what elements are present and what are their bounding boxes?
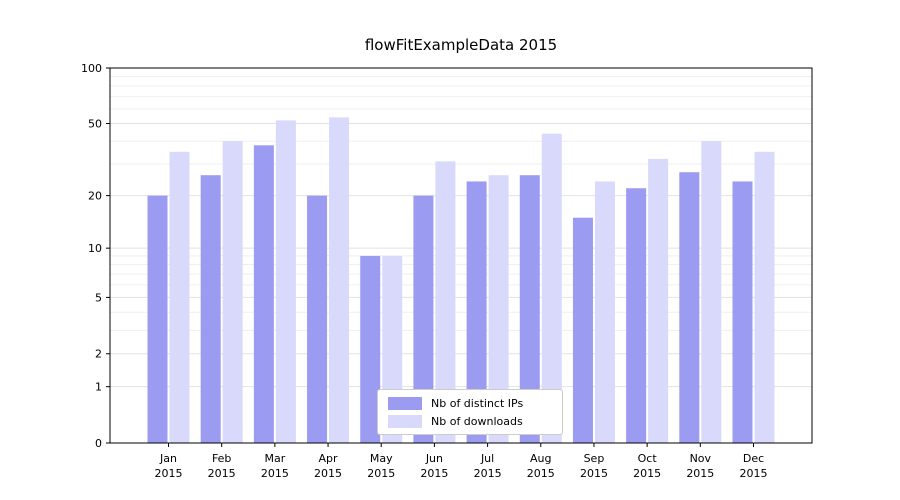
x-tick-label-jul: Jul 2015 [474, 452, 502, 480]
x-tick-label-jun: Jun 2015 [420, 452, 448, 480]
bar-distinct-ips-oct [626, 188, 647, 443]
y-tick-label-0: 0 [95, 437, 102, 450]
bar-distinct-ips-mar [253, 145, 274, 443]
x-tick-label-aug: Aug 2015 [527, 452, 555, 480]
x-tick-label-nov: Nov 2015 [686, 452, 714, 480]
bar-distinct-ips-aug [519, 175, 540, 443]
x-tick-label-oct: Oct 2015 [633, 452, 661, 480]
legend: Nb of distinct IPs Nb of downloads [377, 389, 563, 435]
y-tick-label-100: 100 [81, 62, 102, 75]
bar-downloads-jun [435, 161, 456, 444]
x-tick-label-sep: Sep 2015 [580, 452, 608, 480]
bar-distinct-ips-may [360, 255, 381, 443]
legend-swatch-downloads [388, 414, 422, 428]
y-tick-label-2: 2 [95, 348, 102, 361]
x-tick-label-may: May 2015 [367, 452, 395, 480]
y-tick-label-1: 1 [95, 381, 102, 394]
plot-border [109, 67, 813, 444]
x-tick-label-mar: Mar 2015 [261, 452, 289, 480]
legend-item-distinct-ips: Nb of distinct IPs [388, 396, 562, 410]
bar-downloads-feb [222, 141, 243, 443]
bar-distinct-ips-dec [732, 181, 753, 444]
x-tick-label-feb: Feb 2015 [208, 452, 236, 480]
bar-downloads-jul [488, 175, 509, 443]
bar-downloads-oct [648, 158, 669, 443]
chart-title: flowFitExampleData 2015 [364, 36, 558, 54]
bar-distinct-ips-apr [307, 195, 328, 443]
legend-swatch-distinct-ips [388, 396, 422, 410]
y-tick-label-20: 20 [88, 190, 102, 203]
bar-distinct-ips-nov [679, 172, 700, 443]
bar-downloads-mar [275, 120, 296, 443]
bar-distinct-ips-jul [466, 181, 487, 444]
bar-downloads-dec [754, 151, 775, 443]
bar-distinct-ips-jun [413, 195, 434, 443]
bar-distinct-ips-sep [572, 217, 593, 443]
bar-downloads-sep [594, 181, 615, 444]
bar-downloads-jan [169, 151, 190, 443]
x-tick-label-jan: Jan 2015 [155, 452, 183, 480]
bar-downloads-apr [329, 117, 350, 443]
x-tick-label-apr: Apr 2015 [314, 452, 342, 480]
legend-label-distinct-ips: Nb of distinct IPs [431, 396, 524, 410]
bar-distinct-ips-feb [200, 175, 221, 443]
bar-distinct-ips-jan [147, 195, 168, 443]
bar-downloads-aug [541, 133, 562, 443]
y-tick-label-10: 10 [88, 242, 102, 255]
y-tick-label-50: 50 [88, 118, 102, 131]
bar-downloads-nov [701, 141, 722, 443]
legend-item-downloads: Nb of downloads [388, 414, 562, 428]
y-tick-label-5: 5 [95, 291, 102, 304]
x-tick-label-dec: Dec 2015 [740, 452, 768, 480]
legend-label-downloads: Nb of downloads [431, 414, 523, 428]
